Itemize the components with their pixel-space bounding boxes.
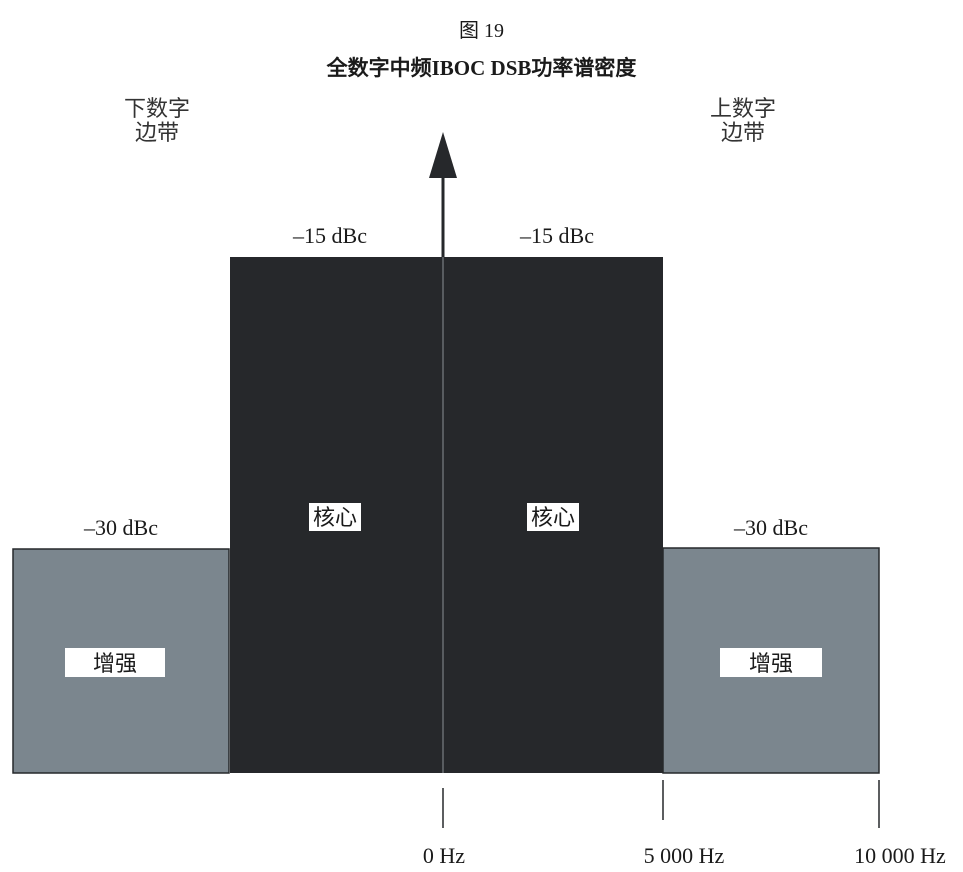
lower-sideband-line1: 下数字 xyxy=(123,96,190,121)
upper-sideband-label: 上数字 边带 xyxy=(683,97,803,145)
carrier-arrow-head xyxy=(429,132,457,178)
enhanced-lower-label: 增强 xyxy=(93,651,137,676)
core-upper-level-label: –15 dBc xyxy=(519,223,594,248)
tick-label-0hz: 0 Hz xyxy=(423,843,465,868)
upper-sideband-line2: 边带 xyxy=(720,120,765,145)
enhanced-upper-label-bg xyxy=(720,648,822,677)
figure-title: 全数字中频IBOC DSB功率谱密度 xyxy=(326,56,637,80)
enhanced-upper-level-label: –30 dBc xyxy=(733,515,808,540)
core-upper-label: 核心 xyxy=(531,505,575,530)
enhanced-upper-label: 增强 xyxy=(749,651,793,676)
upper-sideband-line1: 上数字 xyxy=(709,96,776,121)
core-upper-label-bg xyxy=(527,503,579,531)
enhanced-lower-label-bg xyxy=(65,648,165,677)
tick-label-5000hz: 5 000 Hz xyxy=(644,843,725,868)
core-lower-label-bg xyxy=(309,503,361,531)
lower-sideband-label: 下数字 边带 xyxy=(97,97,217,145)
core-lower-level-label: –15 dBc xyxy=(292,223,367,248)
lower-sideband-line2: 边带 xyxy=(134,120,179,145)
figure-number: 图 19 xyxy=(459,20,504,42)
enhanced-lower-level-label: –30 dBc xyxy=(83,515,158,540)
tick-label-10000hz: 10 000 Hz xyxy=(854,843,946,868)
core-lower-label: 核心 xyxy=(313,505,357,530)
